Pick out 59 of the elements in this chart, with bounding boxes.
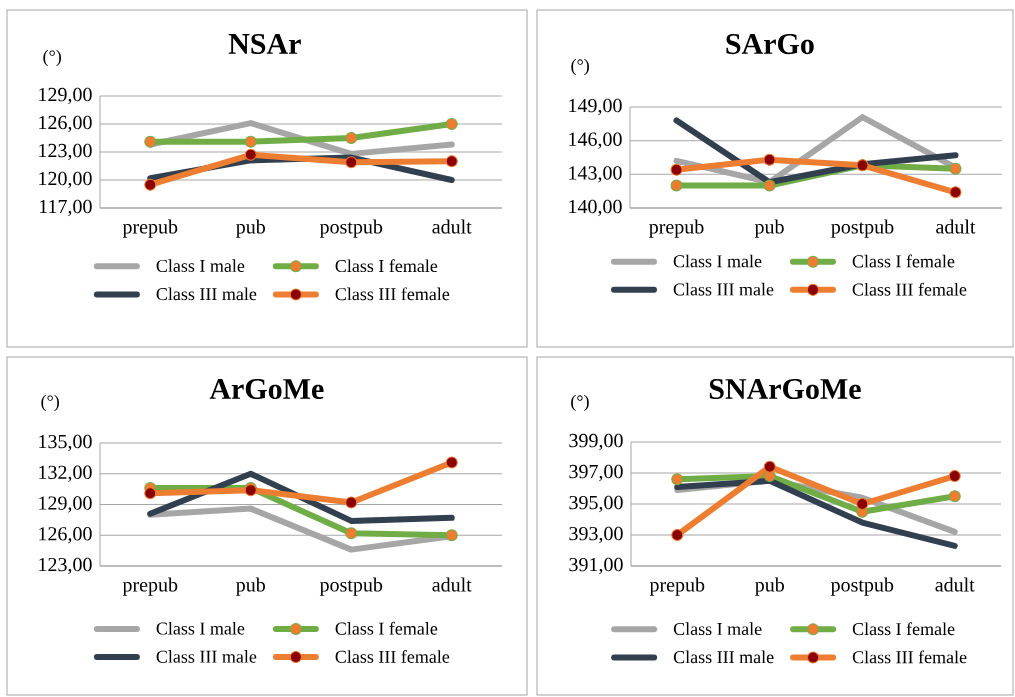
y-tick-label: 123,00 [39, 143, 92, 161]
x-tick-label: prepub [122, 219, 178, 238]
chart-title: SArGo [726, 33, 814, 55]
y-tick-label: 120,00 [39, 171, 92, 189]
x-tick-label: adult [935, 577, 975, 592]
legend-label: Class I male [156, 259, 245, 272]
legend-label: Class I female [852, 254, 955, 268]
legend-label: Class III female [335, 650, 450, 663]
y-tick-label: 149,00 [569, 98, 622, 116]
y-axis-title: (°) [43, 49, 61, 67]
x-tick-label: adult [432, 219, 472, 234]
x-tick-label: postpub [830, 577, 894, 596]
x-tick-label: adult [432, 577, 472, 592]
y-tick-label: 391,00 [569, 557, 623, 575]
x-tick-label: pub [236, 219, 265, 238]
x-tick-label: postpub [319, 577, 383, 596]
x-tick-label: prepub [649, 577, 705, 596]
y-tick-label: 123,00 [39, 557, 92, 575]
y-tick-label: 395,00 [569, 495, 623, 513]
legend-label: Class I female [335, 259, 438, 273]
legend-label: Class III male [673, 282, 774, 296]
legend-label: Class I female [852, 622, 955, 636]
x-tick-label: postpub [831, 219, 894, 238]
y-tick-label: 126,00 [39, 527, 92, 544]
legend-label: Class I male [156, 621, 245, 635]
legend-label: Class I female [335, 621, 438, 635]
legend-label: Class I male [673, 622, 762, 636]
x-tick-label: adult [936, 219, 976, 234]
y-tick-label: 146,00 [569, 132, 622, 149]
x-tick-label: pub [754, 219, 784, 238]
y-axis-title: (°) [41, 394, 59, 412]
legend-label: Class III female [335, 287, 450, 301]
x-tick-label: prepub [649, 219, 704, 238]
y-tick-label: 132,00 [39, 465, 92, 482]
chart-title: ArGoMe [209, 378, 324, 400]
y-axis-title: (°) [571, 58, 589, 76]
y-tick-label: 140,00 [569, 199, 622, 217]
legend-label: Class I male [673, 254, 762, 268]
legend-label: Class III female [852, 650, 967, 664]
legend-label: Class III male [156, 287, 257, 301]
chart-title: NSAr [228, 33, 301, 55]
y-tick-label: 129,00 [39, 496, 92, 513]
x-tick-label: pub [236, 577, 265, 596]
y-tick-label: 135,00 [39, 434, 92, 452]
legend-label: Class III female [852, 282, 967, 296]
y-axis-title: (°) [571, 394, 589, 412]
x-tick-label: pub [755, 577, 784, 596]
y-tick-label: 143,00 [569, 166, 622, 183]
y-tick-label: 129,00 [39, 87, 92, 105]
legend-label: Class III male [156, 650, 257, 663]
y-tick-label: 397,00 [569, 464, 623, 482]
x-tick-label: postpub [319, 219, 383, 238]
x-tick-label: prepub [122, 577, 178, 596]
y-tick-label: 126,00 [39, 115, 92, 133]
chart-title: SNArGoMe [709, 378, 861, 400]
legend-label: Class III male [673, 650, 774, 664]
y-tick-label: 393,00 [569, 526, 623, 544]
y-tick-label: 399,00 [569, 433, 623, 451]
y-tick-label: 117,00 [39, 199, 92, 217]
